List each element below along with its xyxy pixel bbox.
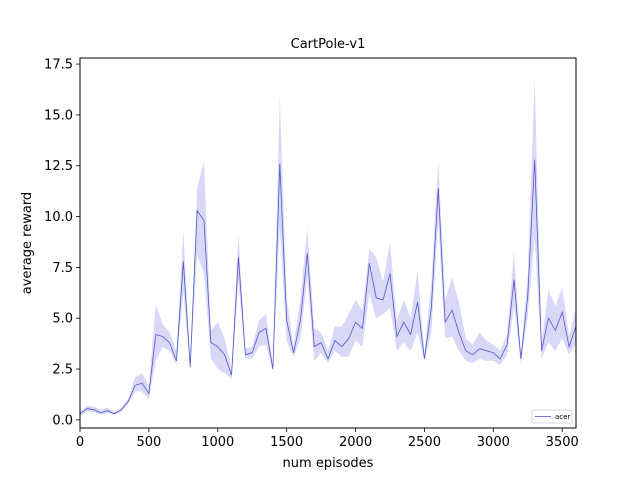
y-tick-label: 15.0 xyxy=(44,108,73,123)
confidence-band-layer xyxy=(80,78,576,416)
chart-title: CartPole-v1 xyxy=(291,37,366,52)
y-axis-ticks: 0.0 2.5 5.0 7.5 10.0 12.5 15.0 17.5 xyxy=(44,58,80,428)
y-tick-label: 12.5 xyxy=(44,159,73,174)
y-axis-label: average reward xyxy=(20,192,35,294)
y-tick-label: 10.0 xyxy=(44,210,73,225)
x-tick-label: 3000 xyxy=(477,435,510,450)
x-tick-label: 0 xyxy=(76,435,84,450)
y-tick-label: 0.0 xyxy=(52,413,73,428)
x-tick-label: 2500 xyxy=(408,435,441,450)
confidence-band-acer xyxy=(80,78,576,416)
x-tick-label: 1500 xyxy=(270,435,303,450)
legend: acer xyxy=(531,409,573,424)
y-tick-label: 17.5 xyxy=(44,58,73,73)
x-tick-label: 2000 xyxy=(339,435,372,450)
plot-frame xyxy=(79,57,577,429)
series-line-layer xyxy=(79,159,577,415)
x-axis-label: num episodes xyxy=(283,456,374,471)
legend-box xyxy=(531,409,573,424)
y-tick-label: 2.5 xyxy=(52,363,73,378)
x-tick-label: 3500 xyxy=(546,435,579,450)
y-tick-label: 7.5 xyxy=(52,261,73,276)
x-axis-ticks: 0 500 1000 1500 2000 2500 3000 3500 xyxy=(76,428,579,450)
x-tick-label: 1000 xyxy=(201,435,234,450)
x-tick-label: 500 xyxy=(136,435,161,450)
y-tick-label: 5.0 xyxy=(52,312,73,327)
series-line-acer xyxy=(79,159,577,415)
legend-label-acer: acer xyxy=(555,413,570,421)
